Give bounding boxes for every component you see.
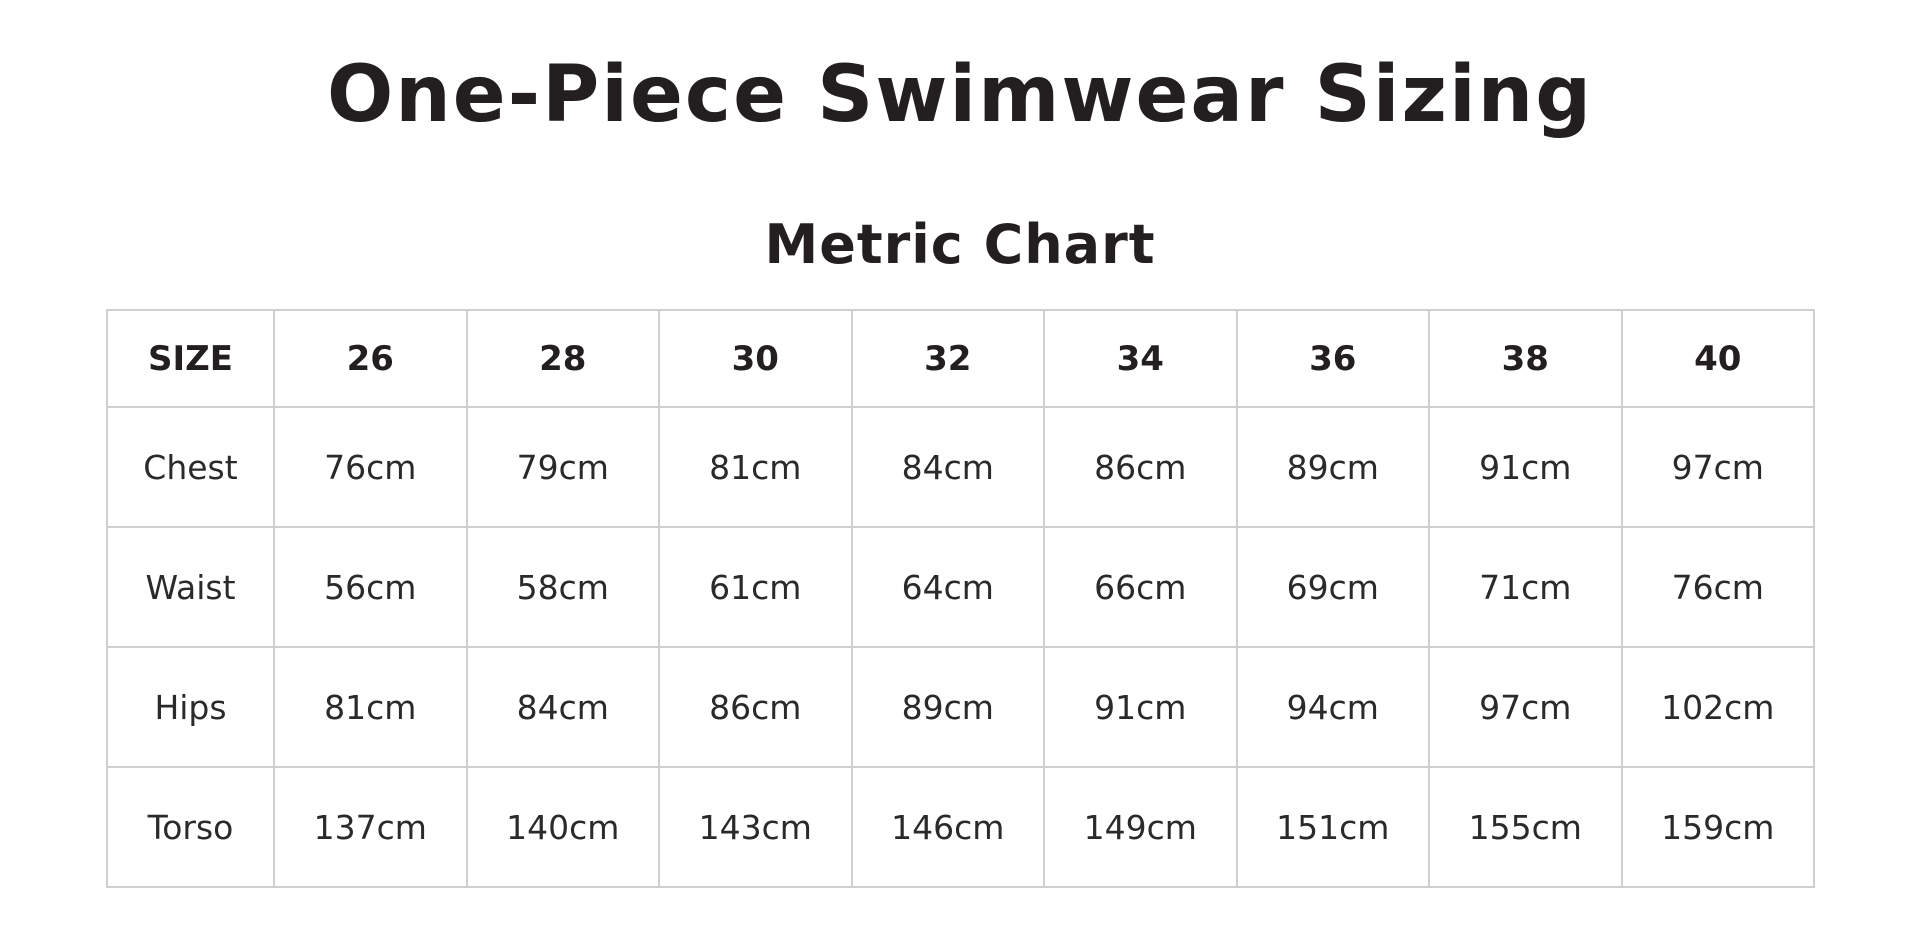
table-row: Waist 56cm 58cm 61cm 64cm 66cm 69cm 71cm 76cm: [106, 526, 1815, 648]
table-cell: 140cm: [465, 766, 660, 888]
table-cell: 81cm: [273, 646, 468, 768]
table-cell: 97cm: [1428, 646, 1623, 768]
column-header: 28: [465, 309, 660, 408]
table-cell: 76cm: [273, 406, 468, 528]
table-cell: 102cm: [1620, 646, 1815, 768]
table-cell: 86cm: [1043, 406, 1238, 528]
column-header: 40: [1620, 309, 1815, 408]
column-header: 30: [658, 309, 853, 408]
column-header: 34: [1043, 309, 1238, 408]
table-cell: 146cm: [850, 766, 1045, 888]
column-header: 32: [850, 309, 1045, 408]
row-label: Chest: [106, 406, 275, 528]
table-cell: 94cm: [1235, 646, 1430, 768]
table-cell: 149cm: [1043, 766, 1238, 888]
table-cell: 97cm: [1620, 406, 1815, 528]
table-row: Torso 137cm 140cm 143cm 146cm 149cm 151cm 155cm…: [106, 766, 1815, 888]
table-cell: 61cm: [658, 526, 853, 648]
column-header: 36: [1235, 309, 1430, 408]
column-header: 26: [273, 309, 468, 408]
row-label: Torso: [106, 766, 275, 888]
size-table: SIZE 26 28 30 32 34 36 38 40 Chest 76cm 79cm 81cm 84…: [106, 309, 1815, 888]
table-cell: 71cm: [1428, 526, 1623, 648]
table-body: Chest 76cm 79cm 81cm 84cm 86cm 89cm 91cm 97cm Wai…: [106, 406, 1815, 888]
row-label: Hips: [106, 646, 275, 768]
column-header: 38: [1428, 309, 1623, 408]
table-cell: 69cm: [1235, 526, 1430, 648]
table-cell: 64cm: [850, 526, 1045, 648]
table-cell: 84cm: [465, 646, 660, 768]
table-row: Chest 76cm 79cm 81cm 84cm 86cm 89cm 91cm 97cm: [106, 406, 1815, 528]
table-cell: 89cm: [850, 646, 1045, 768]
table-cell: 79cm: [465, 406, 660, 528]
table-cell: 84cm: [850, 406, 1045, 528]
table-cell: 91cm: [1428, 406, 1623, 528]
table-cell: 58cm: [465, 526, 660, 648]
table-cell: 151cm: [1235, 766, 1430, 888]
page-subtitle: Metric Chart: [764, 213, 1156, 276]
table-head: SIZE 26 28 30 32 34 36 38 40: [106, 309, 1815, 408]
row-label: Waist: [106, 526, 275, 648]
table-cell: 89cm: [1235, 406, 1430, 528]
table-cell: 137cm: [273, 766, 468, 888]
page-title: One-Piece Swimwear Sizing: [326, 50, 1594, 140]
table-cell: 155cm: [1428, 766, 1623, 888]
column-header: SIZE: [106, 309, 275, 408]
table-cell: 66cm: [1043, 526, 1238, 648]
table-cell: 81cm: [658, 406, 853, 528]
table-cell: 91cm: [1043, 646, 1238, 768]
table-cell: 76cm: [1620, 526, 1815, 648]
table-cell: 143cm: [658, 766, 853, 888]
table-row: Hips 81cm 84cm 86cm 89cm 91cm 94cm 97cm 102cm: [106, 646, 1815, 768]
header-row: SIZE 26 28 30 32 34 36 38 40: [106, 309, 1815, 408]
table-cell: 56cm: [273, 526, 468, 648]
table-cell: 86cm: [658, 646, 853, 768]
table-cell: 159cm: [1620, 766, 1815, 888]
